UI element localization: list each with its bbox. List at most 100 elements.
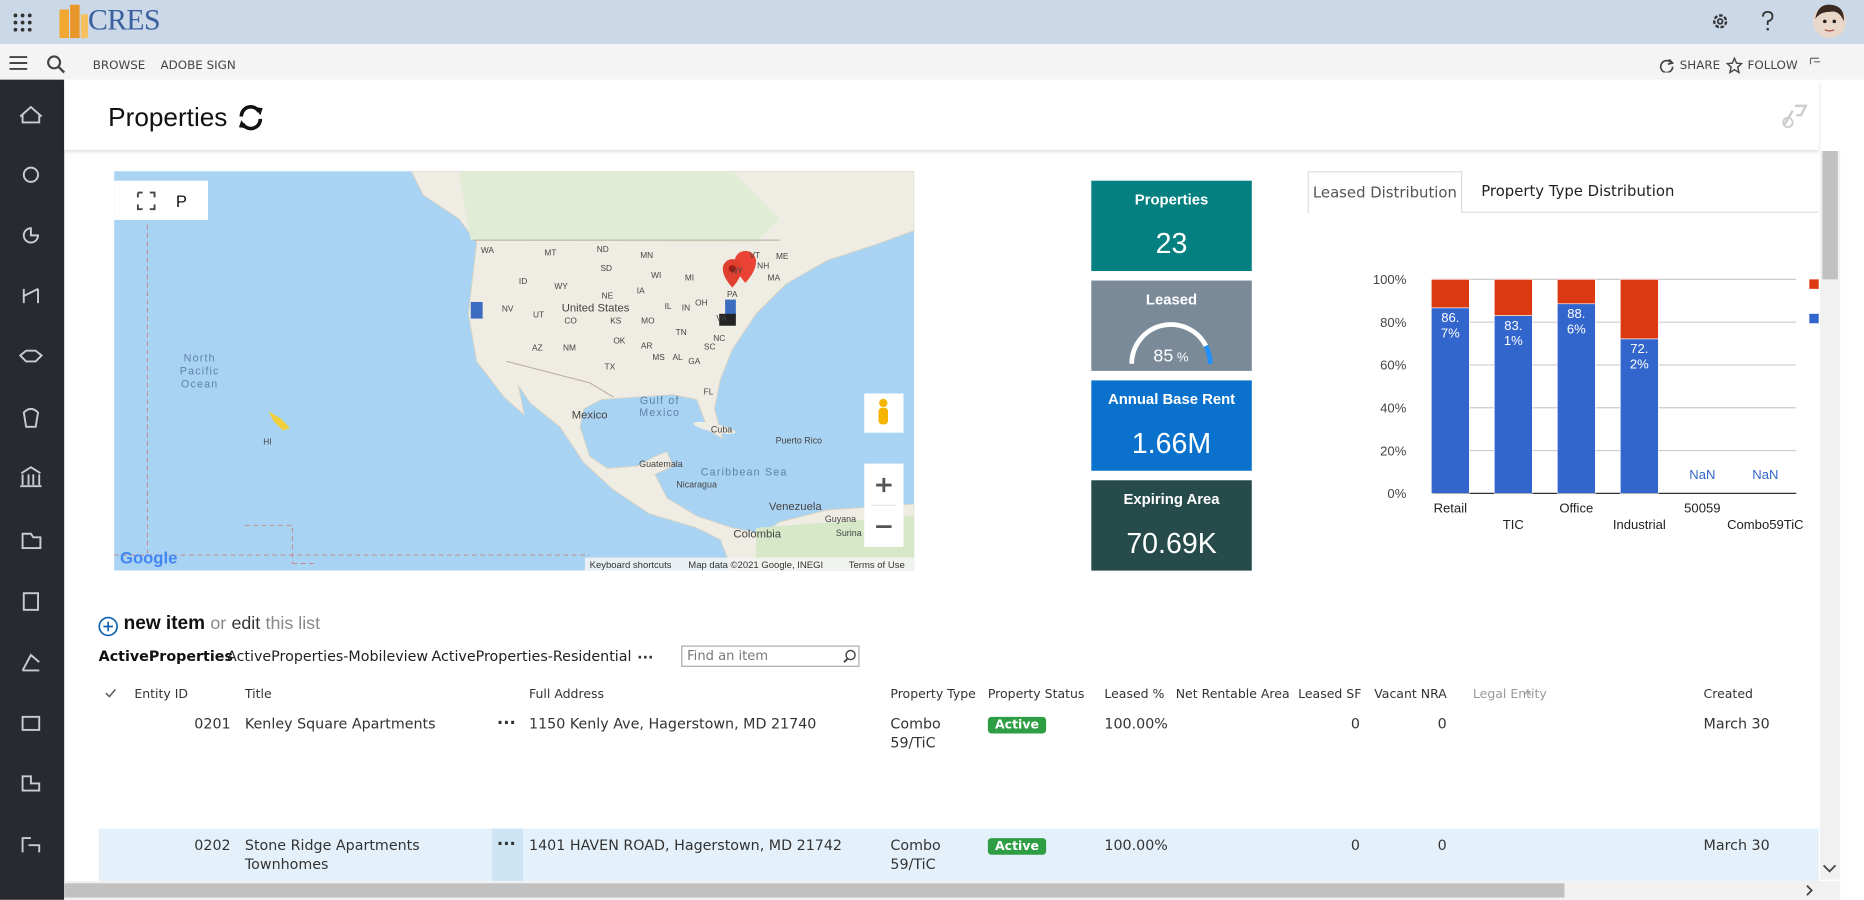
- map-label: ME: [776, 251, 789, 261]
- column-header[interactable]: Legal Entity: [1472, 687, 1547, 702]
- new-item-link[interactable]: new item: [123, 613, 206, 634]
- y-tick-label: 0%: [1387, 486, 1406, 501]
- help-icon[interactable]: [1759, 10, 1776, 32]
- markers[interactable]: [470, 250, 757, 326]
- nav-home[interactable]: [19, 105, 43, 124]
- leased-sf: 0: [1350, 715, 1360, 733]
- column-header[interactable]: Title: [244, 687, 272, 702]
- map-label: VT: [750, 250, 761, 260]
- map-label: KS: [610, 315, 622, 325]
- nav-icons: [18, 105, 44, 853]
- top-bar: CRES: [0, 0, 1864, 44]
- app-launcher[interactable]: [13, 13, 32, 32]
- border: [506, 360, 614, 398]
- map-label: MN: [640, 250, 653, 260]
- horizontal-scrollbar[interactable]: [64, 880, 1841, 900]
- select-all[interactable]: [105, 688, 117, 699]
- nav-bank[interactable]: [20, 466, 42, 488]
- map-type-label[interactable]: P: [176, 192, 187, 211]
- adobe-sign-tab[interactable]: ADOBE SIGN: [160, 59, 236, 73]
- title[interactable]: Kenley Square Apartments: [244, 715, 436, 733]
- nav-info[interactable]: [22, 166, 39, 183]
- map-label: Venezuela: [769, 501, 822, 513]
- item-menu[interactable]: ...: [496, 709, 516, 729]
- kpi-value: 1.66M: [1131, 427, 1212, 461]
- data-label: NaN: [1752, 467, 1778, 482]
- kpi-expiring-area[interactable]: Expiring Area 70.69K: [1091, 480, 1252, 571]
- refresh-icon[interactable]: [237, 103, 266, 132]
- view-more[interactable]: ...: [637, 645, 654, 663]
- menu-icon[interactable]: [9, 56, 28, 70]
- tab-rule: [1307, 211, 1819, 213]
- browse-tab[interactable]: BROWSE: [92, 59, 146, 73]
- nav-docs[interactable]: [22, 592, 39, 611]
- edit-link[interactable]: edit: [231, 613, 261, 634]
- nav-folder[interactable]: [21, 532, 42, 549]
- search-box[interactable]: Find an item: [681, 645, 860, 667]
- address: 1401 HAVEN ROAD, Hagerstown, MD 21742: [529, 836, 843, 854]
- share-icon[interactable]: [1659, 58, 1674, 73]
- tab-leased-distribution[interactable]: Leased Distribution: [1307, 171, 1463, 214]
- search-icon[interactable]: [843, 649, 857, 663]
- focus-icon[interactable]: [1809, 57, 1821, 69]
- created: March 30: [1703, 715, 1770, 733]
- column-header[interactable]: Leased SF: [1298, 687, 1362, 702]
- map-label: PA: [727, 289, 738, 299]
- column-header[interactable]: Vacant NRA: [1374, 687, 1447, 702]
- bar: [1557, 279, 1596, 305]
- view-tab[interactable]: ActiveProperties-Residential: [431, 647, 632, 665]
- kpi-annual-base-rent[interactable]: Annual Base Rent 1.66M: [1091, 380, 1252, 471]
- vertical-scrollbar[interactable]: [1820, 150, 1841, 880]
- nav-admin[interactable]: [21, 837, 41, 853]
- bar: [1557, 303, 1596, 494]
- column-header[interactable]: Created: [1703, 687, 1753, 702]
- fullscreen-button[interactable]: [114, 180, 209, 220]
- edit-page-icon[interactable]: [1780, 103, 1809, 129]
- zoom-controls[interactable]: [864, 463, 904, 547]
- map-label: NM: [563, 343, 576, 353]
- view-tab[interactable]: ActiveProperties: [98, 647, 233, 665]
- nav-deals[interactable]: [18, 349, 44, 363]
- legend-swatch[interactable]: [1809, 313, 1819, 324]
- search-icon[interactable]: [46, 55, 66, 74]
- map[interactable]: P Google Keyboard shortcuts Map data ©20…: [114, 171, 915, 571]
- nav-flow[interactable]: [22, 288, 39, 304]
- keyboard-shortcuts[interactable]: Keyboard shortcuts: [590, 560, 672, 570]
- share-button[interactable]: SHARE: [1679, 59, 1721, 73]
- or-text: or: [210, 613, 227, 634]
- bar: [1430, 279, 1470, 309]
- nav-calendar[interactable]: [21, 715, 41, 731]
- logo-text[interactable]: CRES: [87, 4, 161, 37]
- cuba: [693, 421, 736, 434]
- legend-swatch[interactable]: [1809, 279, 1819, 289]
- title[interactable]: Stone Ridge Apartments Townhomes: [244, 836, 420, 873]
- follow-icon[interactable]: [1726, 57, 1743, 74]
- settings-icon[interactable]: [1711, 12, 1730, 31]
- scroll-thumb[interactable]: [64, 883, 1565, 898]
- scroll-down[interactable]: [1822, 864, 1837, 874]
- column-header[interactable]: Entity ID: [134, 687, 189, 702]
- column-header[interactable]: Property Type: [890, 687, 976, 702]
- nav-keys[interactable]: [21, 653, 40, 672]
- scroll-right[interactable]: [1805, 884, 1815, 896]
- column-header[interactable]: Property Status: [987, 687, 1085, 702]
- follow-button[interactable]: FOLLOW: [1747, 59, 1798, 73]
- column-header[interactable]: Leased %: [1104, 687, 1165, 702]
- user-avatar[interactable]: [1812, 2, 1848, 40]
- canada-forest: [458, 171, 780, 243]
- item-menu[interactable]: ...: [496, 830, 516, 850]
- kpi-leased[interactable]: Leased 85%: [1091, 280, 1252, 371]
- view-tab[interactable]: ActiveProperties-Mobileview: [227, 647, 429, 665]
- column-header[interactable]: Full Address: [529, 687, 605, 702]
- new-item-icon[interactable]: [97, 616, 118, 637]
- kpi-properties[interactable]: Properties 23: [1091, 180, 1252, 272]
- terms-link[interactable]: Terms of Use: [849, 560, 905, 570]
- pegman[interactable]: [864, 393, 904, 433]
- nav-chart[interactable]: [22, 227, 39, 244]
- column-header[interactable]: Net Rentable Area: [1175, 687, 1290, 702]
- nav-reports[interactable]: [21, 775, 41, 792]
- nav-tenants[interactable]: [22, 407, 40, 428]
- scroll-thumb[interactable]: [1822, 150, 1838, 280]
- tab-property-type[interactable]: Property Type Distribution: [1481, 181, 1675, 200]
